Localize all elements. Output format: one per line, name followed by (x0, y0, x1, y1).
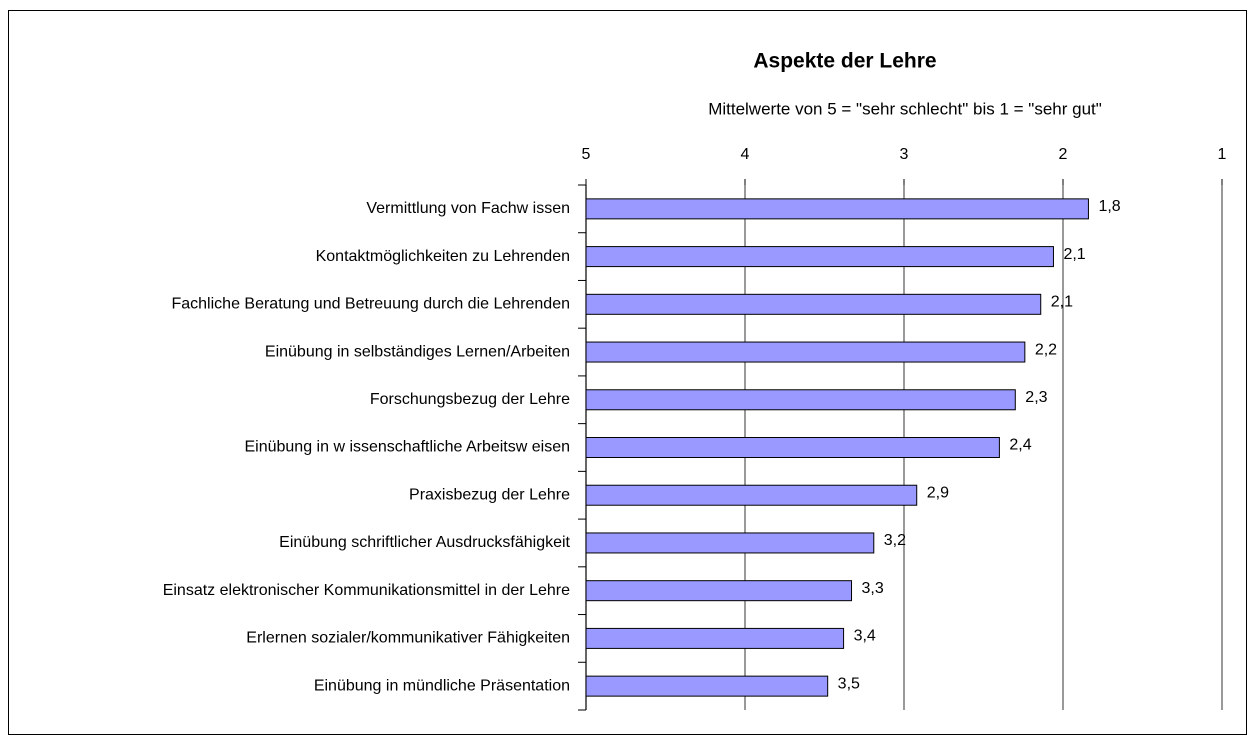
x-tick-label: 4 (741, 146, 750, 163)
x-tick-label: 5 (582, 146, 591, 163)
category-label: Vermittlung von Fachw issen (366, 200, 570, 217)
bar (585, 198, 1089, 220)
bar (585, 389, 1016, 411)
value-label: 2,2 (1035, 341, 1057, 358)
value-label: 3,2 (884, 532, 906, 549)
category-label: Fachliche Beratung und Betreuung durch d… (171, 296, 570, 313)
bar (585, 627, 845, 649)
value-label: 2,3 (1025, 389, 1047, 406)
bar (585, 675, 829, 697)
bar (585, 484, 918, 506)
value-label: 2,9 (927, 484, 949, 501)
bar (585, 293, 1042, 315)
category-label: Einübung in mündliche Präsentation (314, 677, 570, 694)
category-label: Einübung schriftlicher Ausdrucksfähigkei… (279, 534, 570, 551)
bar (585, 580, 853, 602)
category-label: Forschungsbezug der Lehre (370, 391, 570, 408)
value-label: 1,8 (1098, 198, 1120, 215)
value-label: 3,5 (838, 675, 860, 692)
value-label: 2,4 (1009, 437, 1031, 454)
x-tick-label: 1 (1218, 146, 1227, 163)
category-label: Erlernen sozialer/kommunikativer Fähigke… (246, 630, 570, 647)
bar (585, 341, 1026, 363)
x-tick-label: 2 (1059, 146, 1068, 163)
category-label: Einübung in w issenschaftliche Arbeitsw … (244, 439, 570, 456)
bar (585, 532, 875, 554)
x-tick-label: 3 (900, 146, 909, 163)
value-label: 2,1 (1063, 246, 1085, 263)
category-label: Kontaktmöglichkeiten zu Lehrenden (316, 248, 570, 265)
value-label: 3,4 (854, 628, 876, 645)
category-label: Praxisbezug der Lehre (409, 486, 570, 503)
value-label: 3,3 (862, 580, 884, 597)
bar (585, 246, 1054, 268)
value-label: 2,1 (1051, 294, 1073, 311)
category-label: Einübung in selbständiges Lernen/Arbeite… (265, 343, 570, 360)
bar (585, 437, 1000, 458)
chart-title: Aspekte der Lehre (753, 50, 936, 73)
category-label: Einsatz elektronischer Kommunikationsmit… (163, 582, 570, 599)
chart-subtitle: Mittelwerte von 5 = "sehr schlecht" bis … (708, 99, 1102, 118)
chart-frame (8, 10, 1247, 735)
